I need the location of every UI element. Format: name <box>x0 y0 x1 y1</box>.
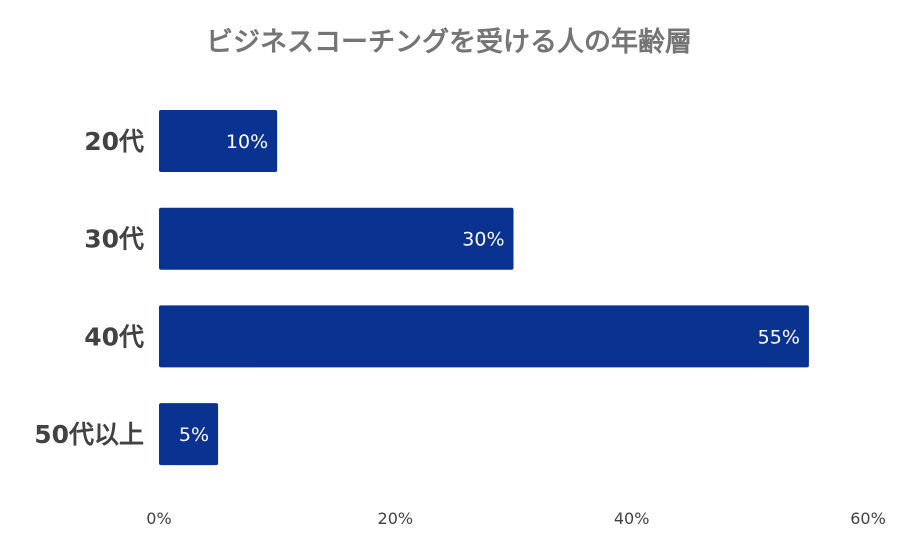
bars-layer <box>159 110 809 466</box>
bar-1 <box>159 110 278 172</box>
category-label-1: 20代 <box>84 127 144 156</box>
data-label-4: 5% <box>179 424 209 446</box>
bar-4 <box>159 403 219 466</box>
chart-title: ビジネスコーチングを受ける人の年齢層 <box>206 27 692 58</box>
data-label-2: 30% <box>462 229 504 251</box>
category-label-4: 50代以上 <box>34 420 144 449</box>
x-axis-ticks: 0% 20% 40% 60% <box>146 509 885 528</box>
data-label-3: 55% <box>758 326 800 348</box>
data-labels: 10% 30% 55% 5% <box>179 131 800 446</box>
category-label-3: 40代 <box>84 322 144 351</box>
category-label-2: 30代 <box>84 225 144 254</box>
x-tick-label-1: 0% <box>146 509 171 528</box>
category-labels: 20代 30代 40代 50代以上 <box>34 127 144 449</box>
bar-3 <box>159 305 809 368</box>
data-label-1: 10% <box>226 131 268 153</box>
x-tick-label-4: 60% <box>850 509 886 528</box>
x-tick-label-2: 20% <box>378 509 414 528</box>
x-tick-label-3: 40% <box>614 509 650 528</box>
bar-2 <box>159 207 514 270</box>
